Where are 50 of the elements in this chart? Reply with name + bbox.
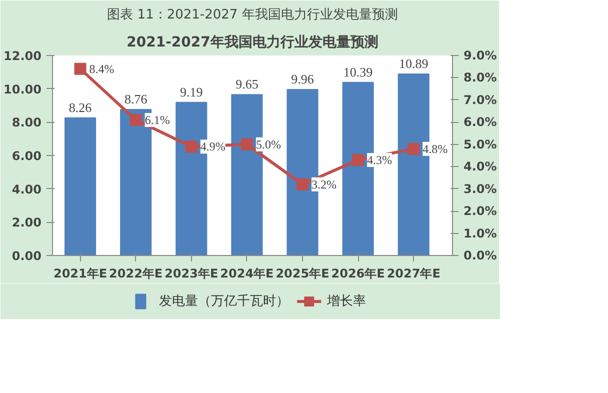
data-label: 8.76 — [124, 92, 148, 106]
point — [352, 154, 364, 166]
point — [240, 138, 253, 150]
point — [408, 142, 420, 155]
y2-tick-label: 6.0% — [464, 115, 497, 130]
y2-tick-label: 7.0% — [464, 92, 497, 107]
y-tick-label: 4.00 — [12, 182, 42, 196]
x-tick-label: 2024年E — [220, 266, 274, 280]
data-label: 4.3% — [367, 152, 392, 167]
point — [185, 140, 198, 153]
data-label: 10.89 — [398, 56, 428, 71]
data-label: 3.2% — [312, 177, 336, 192]
y-tick-label: 10.00 — [4, 82, 42, 96]
y2-tick-label: 1.0% — [464, 226, 497, 240]
data-label: 4.8% — [422, 142, 448, 156]
legend-label: 增长率 — [326, 293, 366, 309]
y2-tick-label: 3.0% — [464, 182, 497, 196]
y-tick-label: 2.00 — [12, 216, 42, 230]
x-tick-label: 2023年E — [164, 266, 218, 280]
chart-title: 2021-2027年我国电力行业发电量预测 — [126, 34, 378, 50]
data-label: 4.9% — [200, 140, 226, 154]
data-label: 10.39 — [343, 64, 373, 80]
y2-tick-label: 9.0% — [464, 48, 497, 62]
y-tick-label: 0.00 — [12, 249, 42, 263]
y-tick-label: 8.00 — [12, 116, 42, 130]
x-tick-label: 2027年E — [386, 266, 440, 280]
y-tick-label: 6.00 — [12, 149, 42, 163]
x-tick-label: 2022年E — [109, 266, 163, 280]
data-label: 5.0% — [256, 137, 281, 152]
point — [130, 114, 142, 126]
x-tick-label: 2026年E — [331, 266, 385, 280]
x-tick-label: 2021年E — [53, 266, 108, 280]
y2-tick-label: 5.0% — [464, 137, 497, 152]
data-label: 8.4% — [89, 62, 114, 76]
data-label: 9.96 — [291, 72, 314, 86]
point — [296, 178, 308, 190]
y2-tick-label: 4.0% — [464, 160, 497, 174]
y-tick-label: 12.00 — [4, 49, 42, 63]
x-tick-label: 2025年E — [276, 266, 330, 280]
bar — [64, 117, 96, 256]
y2-tick-label: 2.0% — [464, 204, 497, 218]
y2-tick-label: 8.0% — [464, 70, 497, 85]
y2-tick-label: 0.0% — [464, 248, 497, 262]
point — [74, 62, 86, 75]
legend-label: 发电量（万亿千瓦时） — [158, 294, 289, 309]
text: 图表 11：2021-2027 年我国电力行业发电量预测 — [107, 8, 398, 22]
data-label: 8.26 — [68, 100, 92, 115]
data-label: 9.65 — [236, 76, 258, 92]
data-label: 6.1% — [144, 112, 170, 127]
data-label: 9.19 — [180, 84, 203, 100]
